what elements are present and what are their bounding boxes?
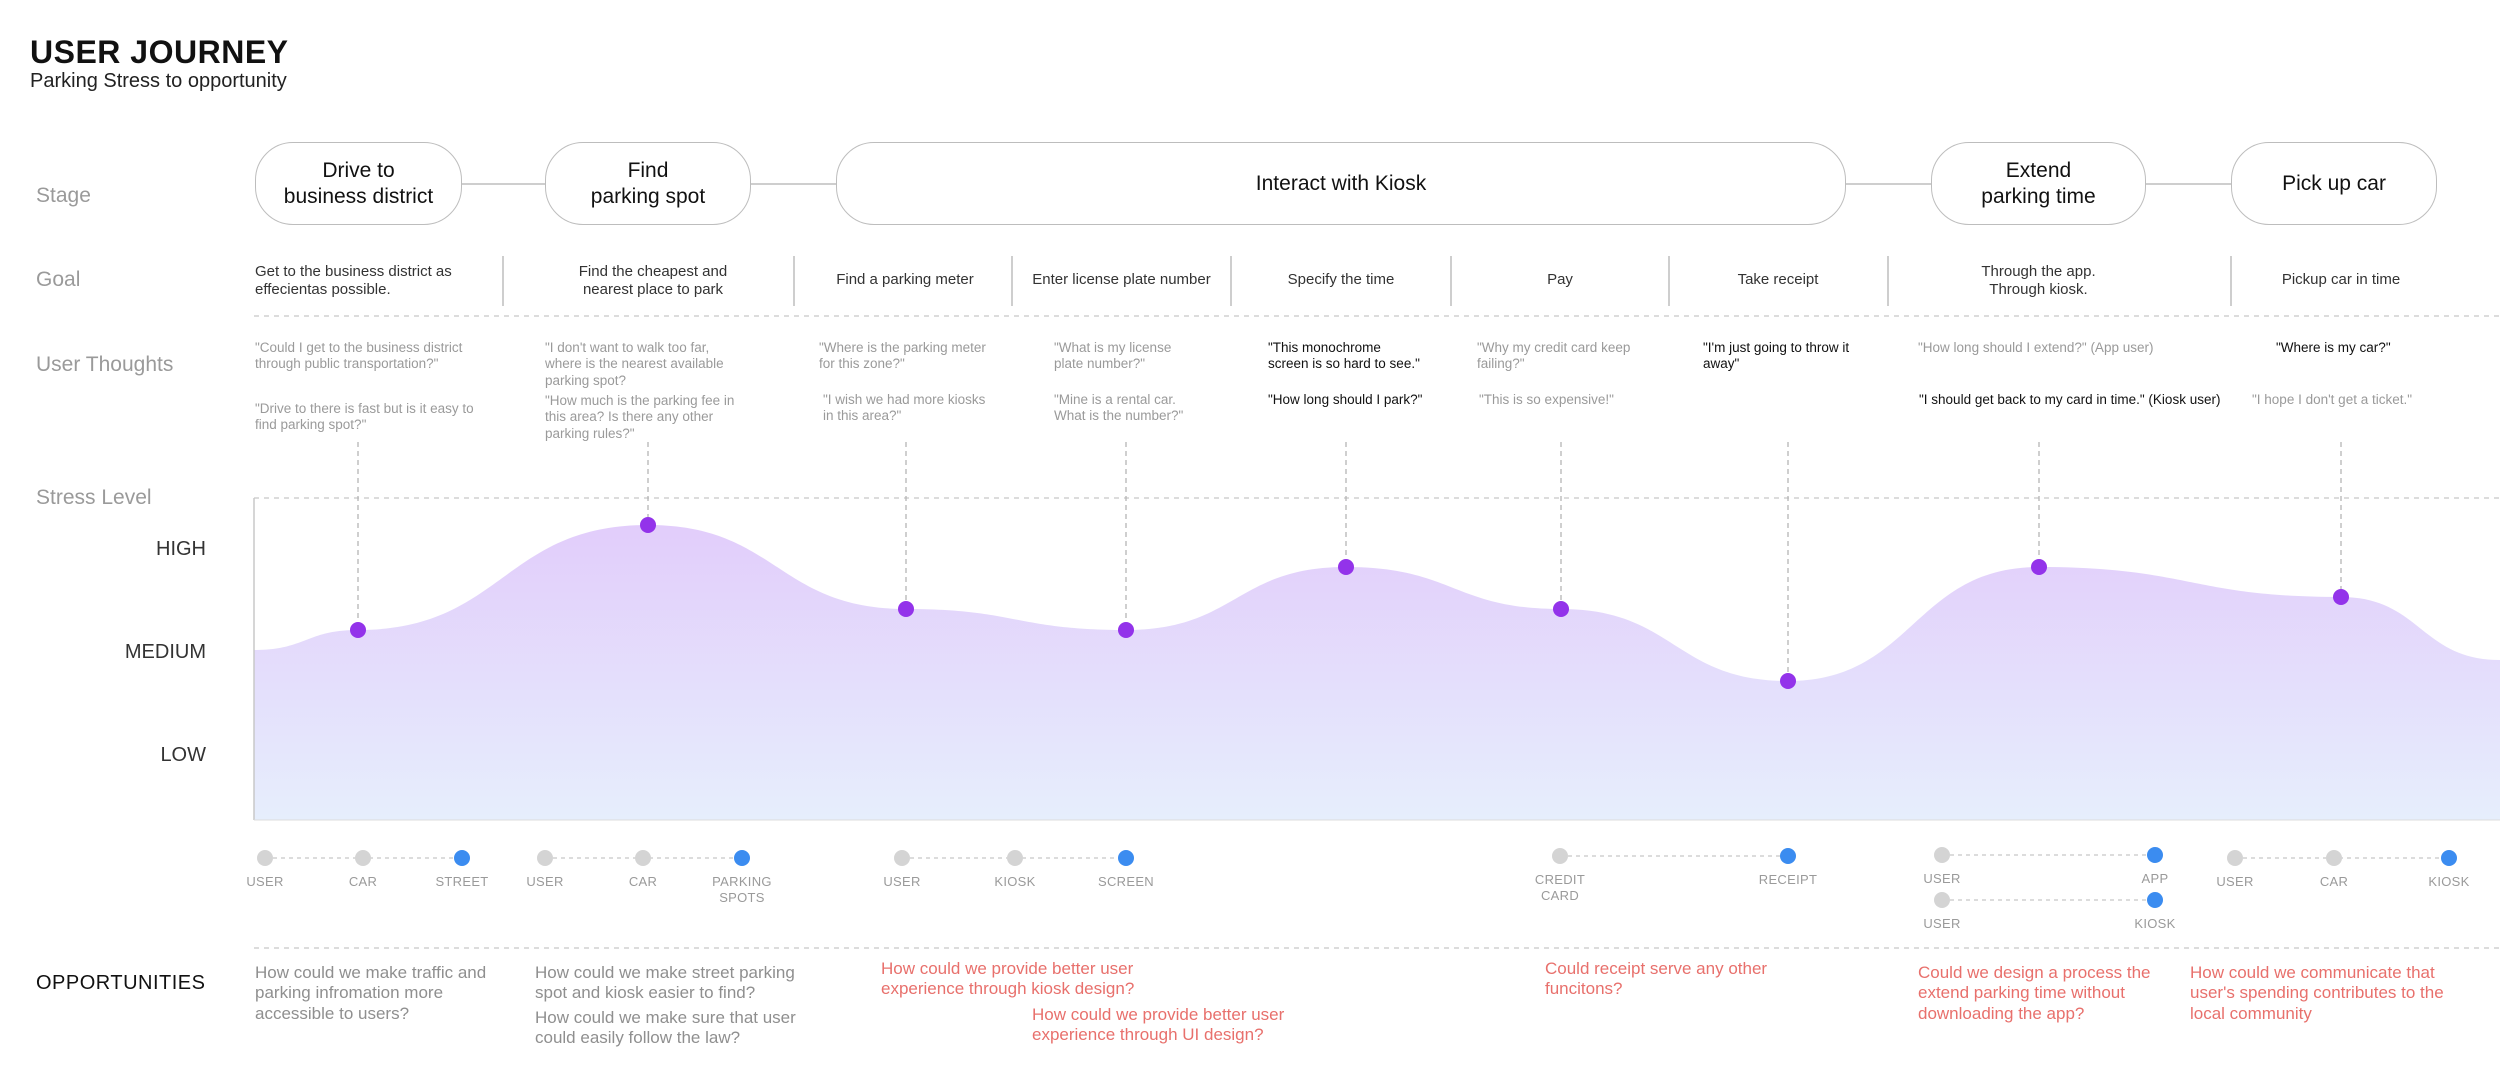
touchpoint-label: USER xyxy=(246,874,284,889)
touchpoint-label: CAR xyxy=(2319,874,2349,889)
touchpoint-label: KIOSK xyxy=(994,874,1036,889)
opportunity-item: Could we design a process the extend par… xyxy=(1918,963,2151,1023)
stress-point xyxy=(640,517,656,533)
stress-point xyxy=(1338,559,1354,575)
stress-level-high: HIGH xyxy=(156,538,206,560)
touchpoint-dot xyxy=(355,850,371,866)
thought: "I'm just going to throw it away" xyxy=(1703,340,1850,372)
touchpoint-dot xyxy=(1007,850,1023,866)
goal-item: Find the cheapest and nearest place to p… xyxy=(578,263,728,298)
thought: "This monochrome screen is so hard to se… xyxy=(1268,340,1420,372)
thought: "Could I get to the business district th… xyxy=(255,340,463,372)
touchpoint-dot xyxy=(1780,848,1796,864)
thought: "Drive to there is fast but is it easy t… xyxy=(255,401,474,433)
goal-item: Get to the business district as effecien… xyxy=(255,263,452,298)
touchpoint-label: CAR xyxy=(348,874,378,889)
thought: "Where is my car?" xyxy=(2276,340,2391,355)
stress-level-low: LOW xyxy=(160,744,206,766)
page-title: USER JOURNEY xyxy=(30,34,289,70)
goal-item: Pickup car in time xyxy=(2281,271,2401,288)
opportunity-item: How could we communicate that user's spe… xyxy=(2190,963,2444,1023)
stress-point xyxy=(1118,622,1134,638)
touchpoint-label: SCREEN xyxy=(1098,874,1154,889)
stress-point xyxy=(1553,601,1569,617)
stage-find-parking: Find parking spot xyxy=(545,142,751,225)
thought: "This is so expensive!" xyxy=(1479,392,1614,407)
stage-extend: Extend parking time xyxy=(1931,142,2146,225)
stage-kiosk: Interact with Kiosk xyxy=(836,142,1846,225)
thought: "I hope I don't get a ticket." xyxy=(2252,392,2413,407)
touchpoint-dot xyxy=(1934,892,1950,908)
stress-point xyxy=(2333,589,2349,605)
thought: "How long should I extend?" (App user) xyxy=(1918,340,2154,355)
touchpoint-label: USER xyxy=(1923,871,1961,886)
row-label-stress: Stress Level xyxy=(36,486,152,509)
touchpoint-dot xyxy=(257,850,273,866)
goal-item: Take receipt xyxy=(1737,271,1819,288)
goal-dividers xyxy=(502,256,2232,306)
touchpoint-dot xyxy=(2147,892,2163,908)
goal-item: Enter license plate number xyxy=(1032,271,1211,288)
stress-curve-area xyxy=(254,525,2500,820)
touchpoint-label: RECEIPT xyxy=(1758,872,1818,887)
goal-item: Find a parking meter xyxy=(836,271,974,288)
touchpoint-label: STREET xyxy=(435,874,489,889)
row-label-goal: Goal xyxy=(36,268,81,291)
opportunity-item: How could we make sure that user could e… xyxy=(535,1008,796,1048)
touchpoint-dot xyxy=(454,850,470,866)
touchpoint-dot xyxy=(635,850,651,866)
row-label-thoughts: User Thoughts xyxy=(36,353,174,376)
touchpoint-dot xyxy=(894,850,910,866)
touchpoint-dot xyxy=(1552,848,1568,864)
thought: "What is my license plate number?" xyxy=(1054,340,1172,372)
touchpoint-label: CAR xyxy=(628,874,658,889)
thought: "I wish we had more kiosks in this area?… xyxy=(823,392,986,424)
touchpoint-dot xyxy=(734,850,750,866)
goal-item: Pay xyxy=(1547,271,1573,288)
opportunity-item: How could we make traffic and parking in… xyxy=(255,963,487,1023)
stress-point xyxy=(350,622,366,638)
opportunity-item: How could we make street parking spot an… xyxy=(535,963,795,1003)
goal-item: Through the app. Through kiosk. xyxy=(1981,263,2096,298)
thought: "I don't want to walk too far, where is … xyxy=(545,340,724,388)
touchpoint-label: USER xyxy=(883,874,921,889)
stage-drive: Drive to business district xyxy=(255,142,462,225)
touchpoint-dot xyxy=(1934,847,1950,863)
opportunity-item: Could receipt serve any other funcitons? xyxy=(1545,959,1768,999)
thought: "Mine is a rental car. What is the numbe… xyxy=(1054,392,1184,424)
touchpoint-label: KIOSK xyxy=(2428,874,2470,889)
touchpoint-dot xyxy=(537,850,553,866)
stress-point xyxy=(898,601,914,617)
touchpoint-label: KIOSK xyxy=(2134,916,2176,931)
touchpoint-label: APP xyxy=(2141,871,2169,886)
touchpoint-dot xyxy=(2227,850,2243,866)
stress-point xyxy=(2031,559,2047,575)
opportunity-item: How could we provide better user experie… xyxy=(881,959,1135,999)
row-label-stage: Stage xyxy=(36,184,91,207)
goal-item: Specify the time xyxy=(1287,271,1395,288)
touchpoint-label: USER xyxy=(1923,916,1961,931)
touchpoint-label: PARKING SPOTS xyxy=(712,874,772,905)
touchpoint-dot xyxy=(2326,850,2342,866)
thought: "Where is the parking meter for this zon… xyxy=(819,340,986,372)
touchpoint-label: CREDIT CARD xyxy=(1534,872,1586,903)
thought: "I should get back to my card in time." … xyxy=(1919,392,2221,407)
thought: "Why my credit card keep failing?" xyxy=(1477,340,1631,372)
stress-level-medium: MEDIUM xyxy=(124,641,206,663)
stress-point xyxy=(1780,673,1796,689)
touchpoint-dot xyxy=(1118,850,1134,866)
row-label-opportunities: OPPORTUNITIES xyxy=(36,972,206,994)
thought: "How much is the parking fee in this are… xyxy=(545,393,735,441)
opportunity-item: How could we provide better user experie… xyxy=(1032,1005,1285,1045)
stage-pickup: Pick up car xyxy=(2231,142,2437,225)
thought: "How long should I park?" xyxy=(1268,392,1423,407)
touchpoint-label: USER xyxy=(2216,874,2254,889)
touchpoint-dot xyxy=(2441,850,2457,866)
touchpoint-label: USER xyxy=(526,874,564,889)
page-subtitle: Parking Stress to opportunity xyxy=(30,70,287,92)
touchpoint-dot xyxy=(2147,847,2163,863)
